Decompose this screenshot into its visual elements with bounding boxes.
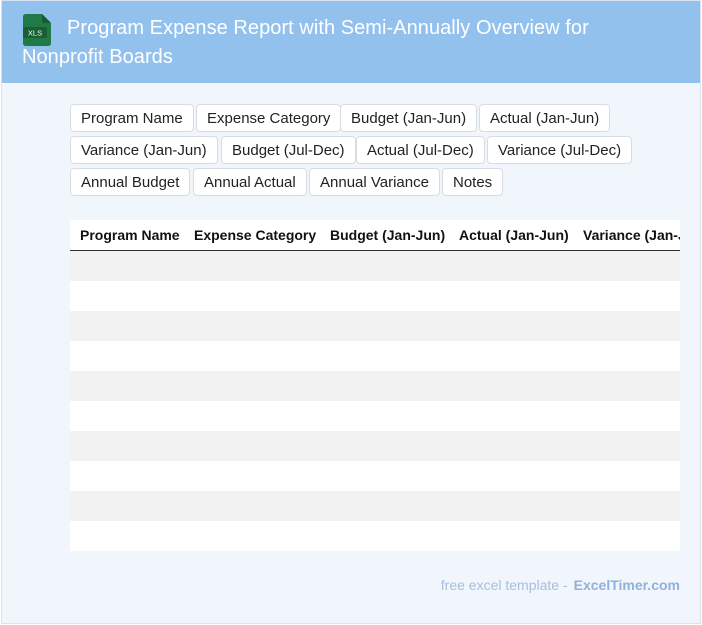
table-cell[interactable] bbox=[184, 341, 320, 371]
table-cell[interactable] bbox=[573, 431, 680, 461]
column-chip[interactable]: Notes bbox=[442, 168, 504, 196]
table-cell[interactable] bbox=[70, 461, 184, 491]
table-row bbox=[70, 431, 680, 461]
table-cell[interactable] bbox=[573, 491, 680, 521]
table-cell[interactable] bbox=[449, 250, 573, 281]
table-cell[interactable] bbox=[573, 281, 680, 311]
excel-file-icon: XLS bbox=[23, 14, 51, 46]
column-header: Actual (Jan-Jun) bbox=[449, 220, 573, 251]
column-chip[interactable]: Variance (Jan-Jun) bbox=[70, 136, 218, 164]
table-row bbox=[70, 401, 680, 431]
table-cell[interactable] bbox=[449, 311, 573, 341]
table-cell[interactable] bbox=[573, 311, 680, 341]
table-cell[interactable] bbox=[320, 311, 449, 341]
table-cell[interactable] bbox=[320, 371, 449, 401]
table-cell[interactable] bbox=[184, 311, 320, 341]
table-cell[interactable] bbox=[449, 341, 573, 371]
expense-table: Program Name Expense Category Budget (Jan-… bbox=[70, 220, 680, 551]
column-chip[interactable]: Actual (Jul-Dec) bbox=[356, 136, 485, 164]
table-cell[interactable] bbox=[449, 371, 573, 401]
table-cell[interactable] bbox=[320, 281, 449, 311]
table-cell[interactable] bbox=[449, 431, 573, 461]
table-cell[interactable] bbox=[320, 341, 449, 371]
table-cell[interactable] bbox=[573, 341, 680, 371]
table-cell[interactable] bbox=[184, 281, 320, 311]
table-cell[interactable] bbox=[70, 250, 184, 281]
table-cell[interactable] bbox=[70, 311, 184, 341]
header-banner: XLS Program Expense Report with Semi-Ann… bbox=[2, 1, 700, 83]
table-cell[interactable] bbox=[573, 401, 680, 431]
table-cell[interactable] bbox=[184, 491, 320, 521]
table-cell[interactable] bbox=[449, 491, 573, 521]
table-cell[interactable] bbox=[449, 461, 573, 491]
footer-credit: free excel template - ExcelTimer.com bbox=[441, 577, 680, 593]
expense-table-container[interactable]: Program Name Expense Category Budget (Jan-… bbox=[70, 220, 680, 551]
xls-label: XLS bbox=[28, 29, 42, 38]
table-cell[interactable] bbox=[573, 371, 680, 401]
table-row bbox=[70, 341, 680, 371]
footer-text: free excel template - bbox=[440, 577, 568, 593]
table-cell[interactable] bbox=[573, 461, 680, 491]
table-body bbox=[70, 250, 680, 551]
table-cell[interactable] bbox=[573, 521, 680, 551]
column-chip[interactable]: Annual Variance bbox=[309, 168, 440, 196]
table-row bbox=[70, 521, 680, 551]
table-cell[interactable] bbox=[449, 401, 573, 431]
page-title: Program Expense Report with Semi-Annuall… bbox=[22, 17, 589, 68]
table-cell[interactable] bbox=[449, 281, 573, 311]
column-chip[interactable]: Program Name bbox=[70, 104, 194, 132]
table-cell[interactable] bbox=[184, 250, 320, 281]
table-cell[interactable] bbox=[184, 521, 320, 551]
table-cell[interactable] bbox=[184, 401, 320, 431]
table-cell[interactable] bbox=[449, 521, 573, 551]
table-cell[interactable] bbox=[70, 371, 184, 401]
table-row bbox=[70, 461, 680, 491]
column-header: Variance (Jan-Jun) bbox=[573, 220, 680, 251]
table-row bbox=[70, 371, 680, 401]
table-cell[interactable] bbox=[320, 461, 449, 491]
table-cell[interactable] bbox=[573, 250, 680, 281]
column-chip[interactable]: Annual Actual bbox=[193, 168, 307, 196]
table-cell[interactable] bbox=[184, 371, 320, 401]
brand-link[interactable]: ExcelTimer.com bbox=[573, 577, 680, 593]
table-cell[interactable] bbox=[70, 521, 184, 551]
table-cell[interactable] bbox=[184, 431, 320, 461]
table-cell[interactable] bbox=[70, 401, 184, 431]
column-header: Budget (Jan-Jun) bbox=[320, 220, 449, 251]
column-header: Program Name bbox=[70, 220, 184, 251]
column-header: Expense Category bbox=[184, 220, 320, 251]
table-cell[interactable] bbox=[184, 461, 320, 491]
table-cell[interactable] bbox=[70, 431, 184, 461]
column-chip[interactable]: Budget (Jan-Jun) bbox=[340, 104, 478, 132]
table-cell[interactable] bbox=[70, 281, 184, 311]
table-row bbox=[70, 250, 680, 281]
table-cell[interactable] bbox=[320, 401, 449, 431]
table-cell[interactable] bbox=[320, 521, 449, 551]
table-cell[interactable] bbox=[320, 431, 449, 461]
table-row bbox=[70, 311, 680, 341]
column-chip[interactable]: Expense Category bbox=[196, 104, 342, 132]
table-header-row: Program Name Expense Category Budget (Jan-… bbox=[70, 220, 680, 251]
column-chip[interactable]: Variance (Jul-Dec) bbox=[487, 136, 633, 164]
table-cell[interactable] bbox=[70, 341, 184, 371]
table-row bbox=[70, 281, 680, 311]
table-cell[interactable] bbox=[320, 250, 449, 281]
column-chip[interactable]: Annual Budget bbox=[70, 168, 191, 196]
table-cell[interactable] bbox=[70, 491, 184, 521]
table-row bbox=[70, 491, 680, 521]
column-chip[interactable]: Budget (Jul-Dec) bbox=[221, 136, 356, 164]
column-chip[interactable]: Actual (Jan-Jun) bbox=[479, 104, 611, 132]
table-cell[interactable] bbox=[320, 491, 449, 521]
